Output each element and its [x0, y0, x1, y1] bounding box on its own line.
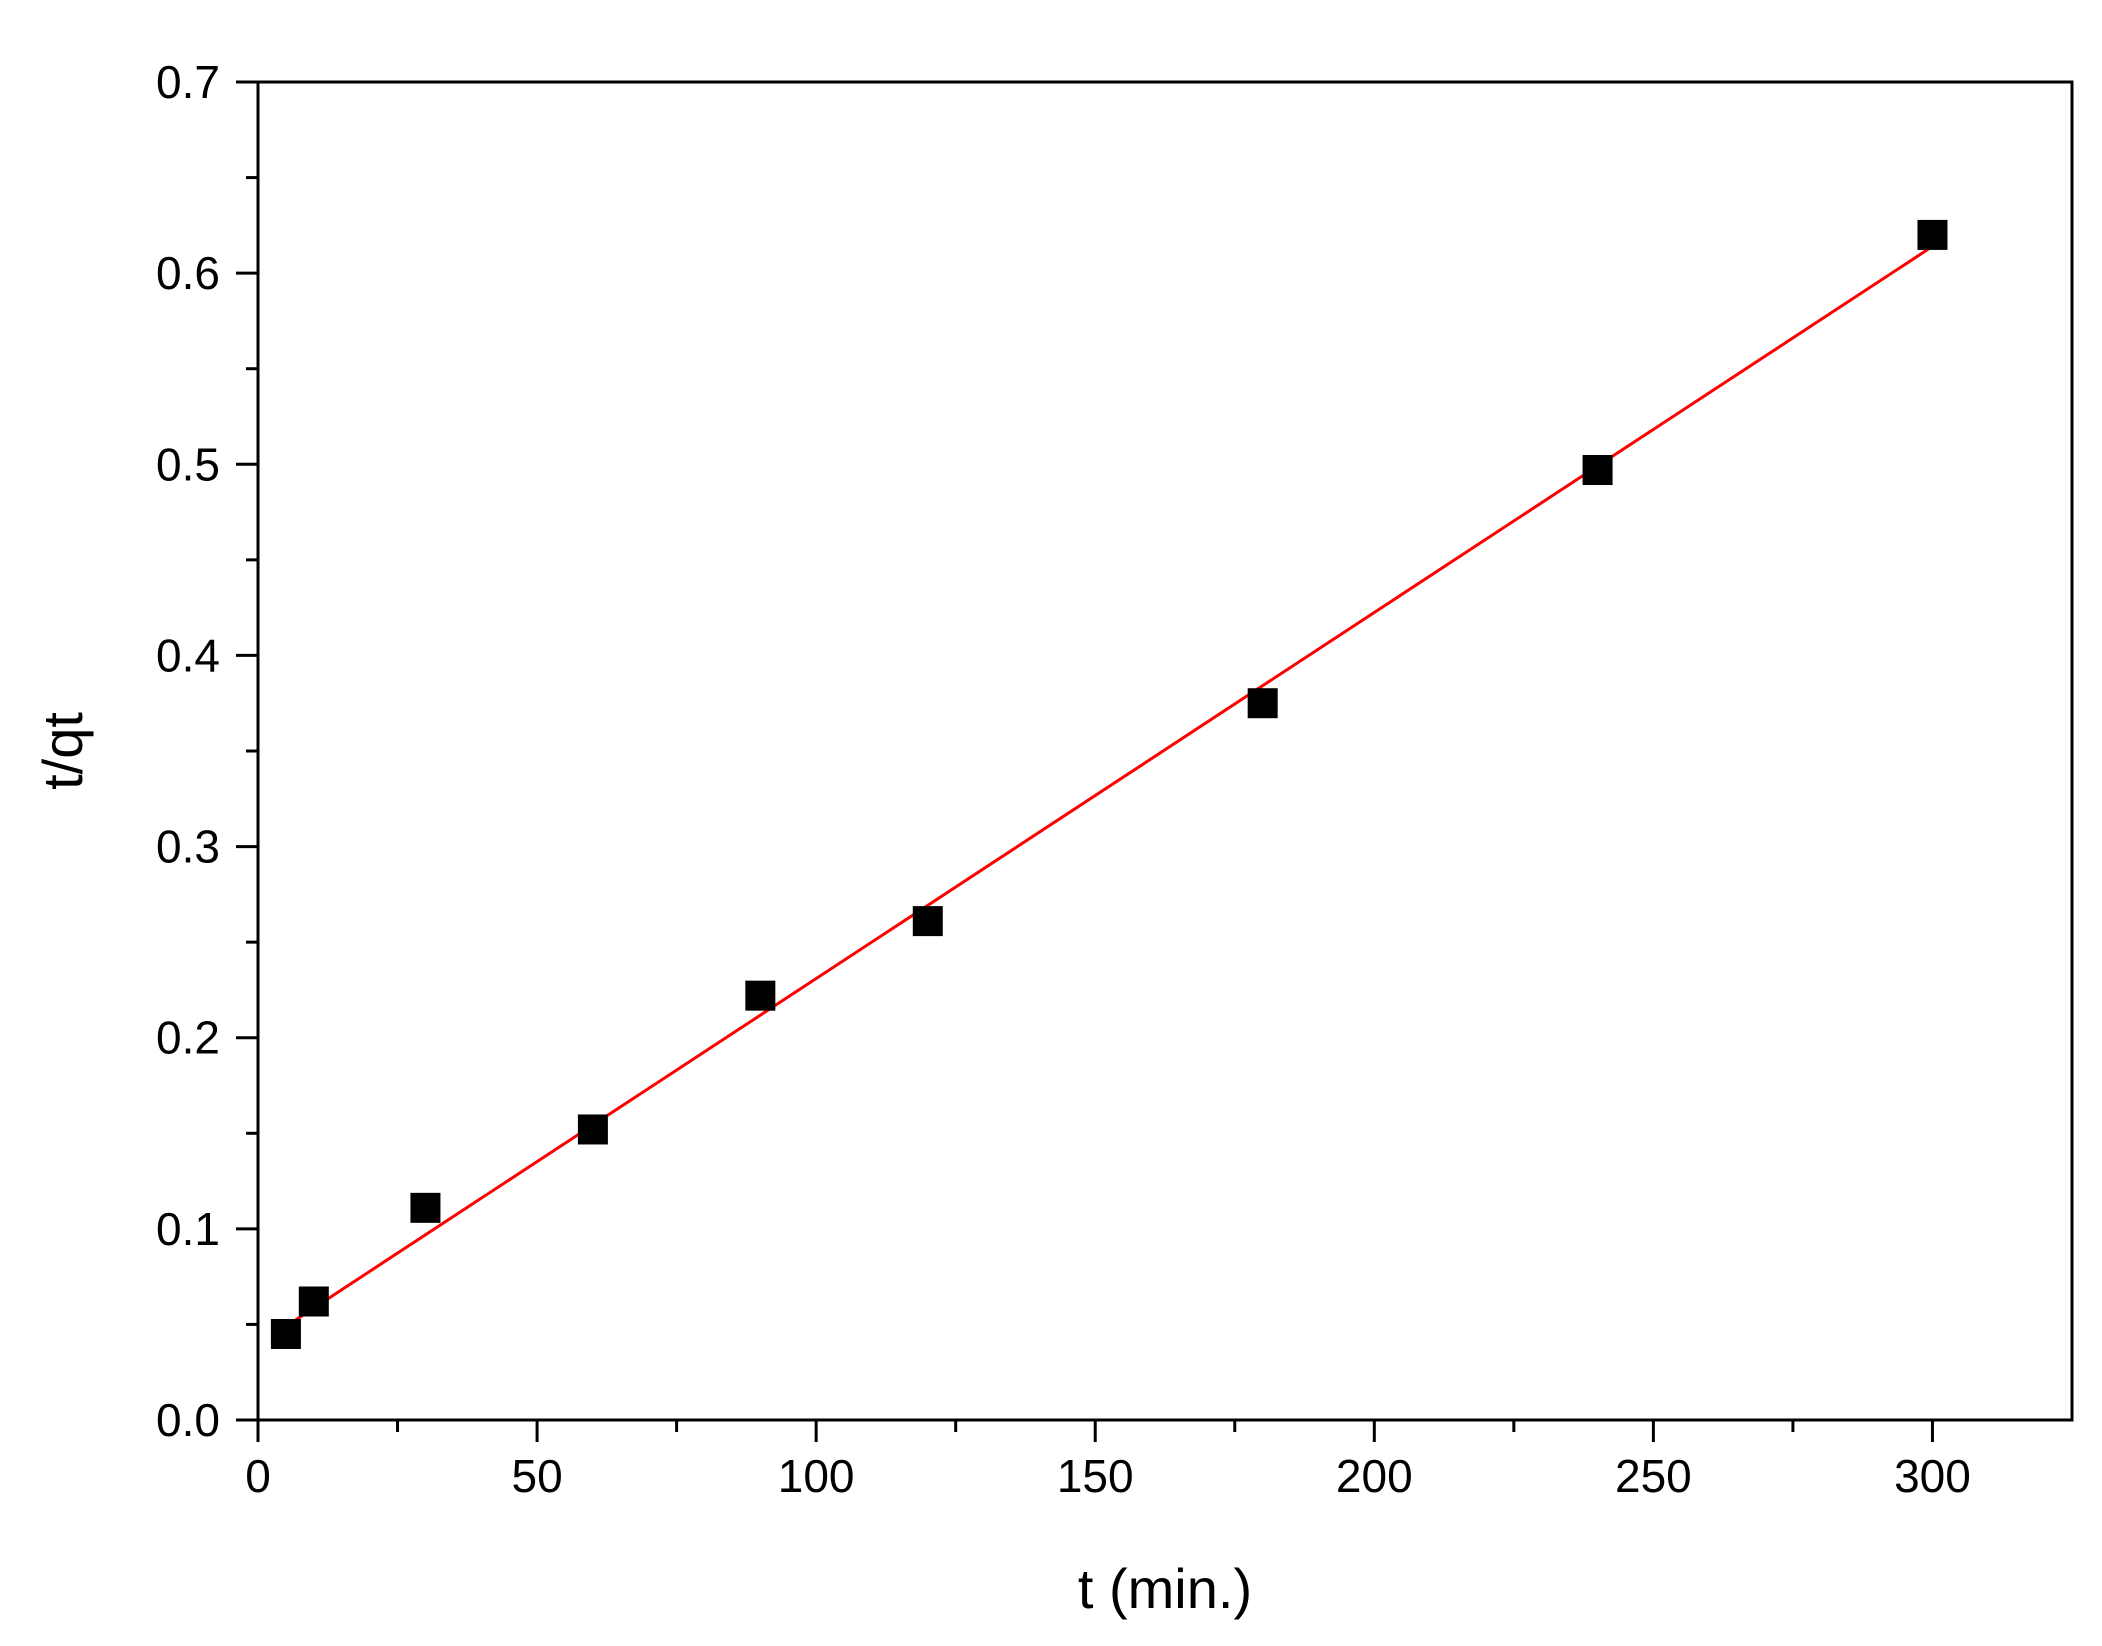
data-point — [1582, 455, 1613, 486]
y-tick-label: 0.7 — [156, 56, 220, 108]
x-axis-ticks: 0 50 100 150 200 250 300 — [245, 1420, 1971, 1502]
data-point — [298, 1286, 329, 1317]
x-tick-label: 300 — [1894, 1450, 1971, 1502]
x-tick-label: 100 — [778, 1450, 855, 1502]
y-axis-label: t/qt — [31, 712, 94, 790]
y-tick-label: 0.6 — [156, 247, 220, 299]
y-tick-label: 0.0 — [156, 1394, 220, 1446]
x-tick-label: 250 — [1615, 1450, 1692, 1502]
data-points — [270, 219, 1948, 1349]
data-point — [270, 1318, 301, 1349]
y-tick-label: 0.1 — [156, 1203, 220, 1255]
data-point — [577, 1114, 608, 1145]
data-point — [912, 906, 943, 937]
x-tick-label: 0 — [245, 1450, 271, 1502]
data-point — [1247, 688, 1278, 719]
fit-line — [285, 245, 1934, 1328]
data-point — [410, 1192, 441, 1223]
data-point — [1917, 219, 1948, 250]
y-tick-label: 0.4 — [156, 629, 220, 681]
x-tick-label: 150 — [1057, 1450, 1134, 1502]
y-tick-label: 0.2 — [156, 1012, 220, 1064]
x-tick-label: 50 — [511, 1450, 562, 1502]
data-point — [745, 980, 776, 1011]
fit-line-group — [285, 245, 1934, 1328]
y-tick-label: 0.5 — [156, 438, 220, 490]
y-axis-ticks: 0.0 0.1 0.2 0.3 0.4 0.5 0.6 0.7 — [156, 56, 258, 1446]
y-tick-label: 0.3 — [156, 821, 220, 873]
x-tick-label: 200 — [1336, 1450, 1413, 1502]
x-axis-label: t (min.) — [1078, 1557, 1252, 1620]
